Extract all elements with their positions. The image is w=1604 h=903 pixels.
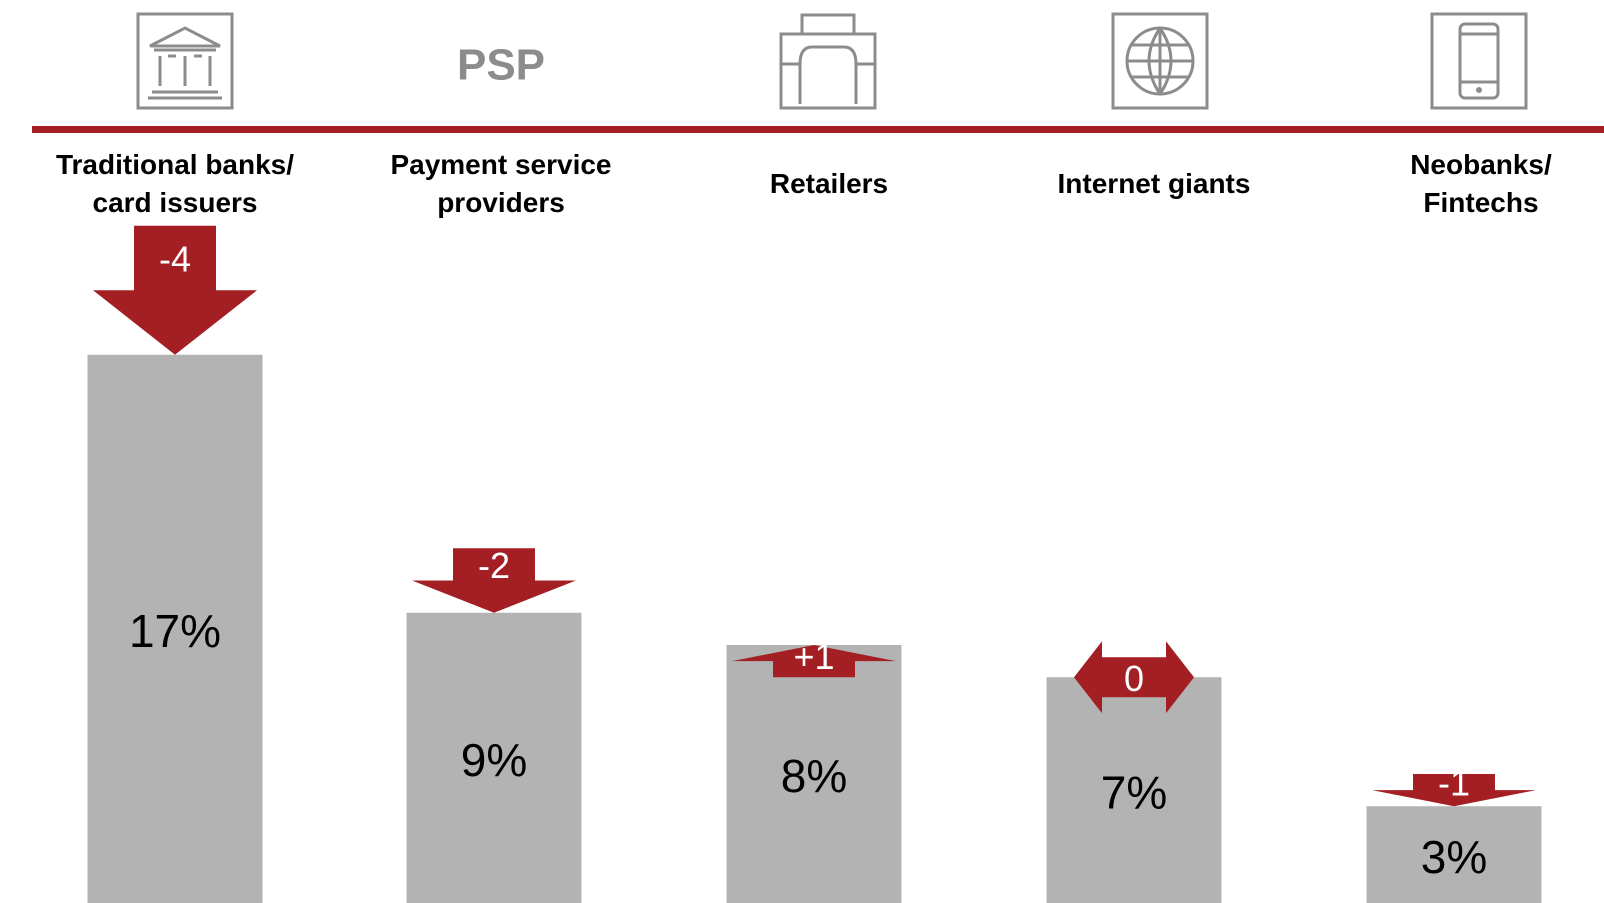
divider bbox=[32, 126, 1604, 133]
change-arrow bbox=[93, 225, 257, 355]
category-label: Neobanks/ Fintechs bbox=[1410, 149, 1552, 218]
category-label: Traditional banks/ card issuers bbox=[55, 149, 295, 218]
icons: PSP bbox=[136, 12, 1528, 110]
value-label: 17% bbox=[129, 605, 221, 657]
change-arrow bbox=[1372, 774, 1536, 807]
icon-dot bbox=[1476, 87, 1482, 93]
value-label: 7% bbox=[1101, 766, 1167, 818]
psp-text: PSP bbox=[457, 41, 545, 90]
bar bbox=[1046, 677, 1222, 903]
change-label: -2 bbox=[478, 545, 510, 586]
category-label: Retailers bbox=[769, 168, 889, 199]
bar bbox=[726, 645, 902, 903]
change-label: 0 bbox=[1124, 658, 1144, 699]
bar bbox=[1366, 806, 1542, 903]
change-arrow bbox=[732, 645, 896, 678]
change-label: -4 bbox=[159, 239, 191, 280]
category-label: Payment service providers bbox=[390, 149, 612, 218]
value-label: 3% bbox=[1421, 831, 1487, 883]
change-arrow bbox=[412, 548, 576, 613]
value-label: 9% bbox=[461, 734, 527, 786]
bar bbox=[87, 354, 263, 903]
change-label: +1 bbox=[793, 636, 834, 677]
change-arrow bbox=[1074, 641, 1194, 714]
change-label: -1 bbox=[1438, 763, 1470, 804]
category-label: Internet giants bbox=[1057, 168, 1251, 199]
value-label: 8% bbox=[781, 750, 847, 802]
bar bbox=[406, 612, 582, 903]
